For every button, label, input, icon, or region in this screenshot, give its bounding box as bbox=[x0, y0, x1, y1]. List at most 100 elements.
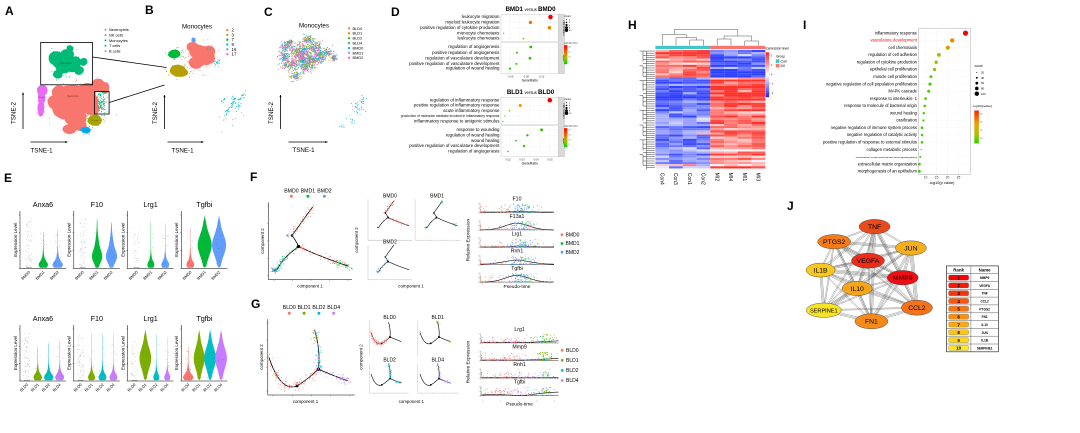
svg-text:BMD2: BMD2 bbox=[353, 55, 364, 60]
svg-text:Neutrophils: Neutrophils bbox=[67, 95, 79, 98]
svg-text:BMD2: BMD2 bbox=[317, 189, 332, 195]
svg-text:positive regulation of angioge: positive regulation of angiogenesis bbox=[432, 50, 500, 55]
svg-text:1: 1 bbox=[478, 203, 479, 205]
svg-text:Lrg1: Lrg1 bbox=[143, 314, 157, 323]
svg-text:0.02: 0.02 bbox=[505, 157, 511, 161]
svg-text:TSNE-1: TSNE-1 bbox=[293, 147, 316, 154]
svg-text:acute inflammatory response: acute inflammatory response bbox=[443, 108, 500, 113]
svg-text:Monocytes: Monocytes bbox=[182, 24, 212, 31]
svg-text:B cells: B cells bbox=[109, 48, 121, 53]
svg-text:0.06: 0.06 bbox=[508, 74, 514, 78]
svg-text:Tgfbi: Tgfbi bbox=[196, 314, 212, 323]
svg-text:Expression Level: Expression Level bbox=[13, 336, 18, 370]
svg-text:1: 1 bbox=[478, 243, 479, 245]
svg-text:inflammatory response to antig: inflammatory response to antigenic stimu… bbox=[414, 119, 500, 124]
svg-text:0.10: 0.10 bbox=[539, 74, 545, 78]
svg-text:C: C bbox=[264, 5, 273, 19]
svg-text:B: B bbox=[145, 3, 154, 17]
svg-text:T cells: T cells bbox=[109, 43, 120, 48]
svg-text:component 2: component 2 bbox=[354, 227, 359, 253]
svg-text:regulation of angiogenesis: regulation of angiogenesis bbox=[448, 149, 500, 154]
svg-text:F10: F10 bbox=[91, 200, 103, 209]
svg-text:TSNE-2: TSNE-2 bbox=[152, 101, 159, 124]
svg-text:TSNE-2: TSNE-2 bbox=[268, 101, 275, 124]
svg-text:A: A bbox=[5, 4, 14, 18]
svg-text:response to wounding: response to wounding bbox=[457, 127, 501, 132]
svg-text:BMD0: BMD0 bbox=[284, 189, 299, 195]
svg-text:regulation of wound healing: regulation of wound healing bbox=[446, 132, 500, 137]
svg-text:B cells: B cells bbox=[39, 97, 45, 99]
svg-text:1: 1 bbox=[478, 212, 479, 214]
svg-text:Anxa6: Anxa6 bbox=[33, 314, 53, 323]
svg-text:1: 1 bbox=[478, 238, 479, 240]
svg-text:T cells: T cells bbox=[83, 130, 89, 132]
svg-text:BLD1: BLD1 bbox=[507, 89, 524, 96]
svg-text:1: 1 bbox=[478, 230, 479, 232]
svg-text:0.05: 0.05 bbox=[547, 157, 553, 161]
svg-text:component 1: component 1 bbox=[297, 284, 323, 289]
svg-text:1: 1 bbox=[478, 247, 479, 249]
svg-text:regulation of vasculature deve: regulation of vasculature development bbox=[425, 55, 500, 60]
svg-text:count: count bbox=[565, 97, 572, 101]
svg-text:NK cells: NK cells bbox=[109, 33, 123, 38]
svg-text:Monocytes: Monocytes bbox=[299, 23, 329, 30]
svg-text:versus: versus bbox=[525, 90, 537, 95]
svg-text:monocyte chemotaxis: monocyte chemotaxis bbox=[457, 30, 500, 35]
svg-text:leukocyte migration: leukocyte migration bbox=[462, 14, 500, 19]
svg-text:F13a1: F13a1 bbox=[510, 214, 525, 220]
svg-text:regulation of angiogenesis: regulation of angiogenesis bbox=[448, 44, 500, 49]
svg-text:BMD0: BMD0 bbox=[383, 194, 397, 200]
svg-text:BMD1: BMD1 bbox=[430, 194, 444, 200]
svg-text:myeloid leukocyte migration: myeloid leukocyte migration bbox=[445, 20, 500, 25]
svg-text:positive regulation of vascula: positive regulation of vasculature devel… bbox=[409, 143, 500, 148]
svg-text:E: E bbox=[4, 171, 12, 185]
svg-text:TSNE-2: TSNE-2 bbox=[11, 101, 18, 124]
svg-text:Expression Level: Expression Level bbox=[120, 223, 125, 257]
svg-text:Lrg1: Lrg1 bbox=[512, 231, 522, 237]
svg-text:wound healing: wound healing bbox=[471, 138, 500, 143]
svg-text:-log10(pvalue): -log10(pvalue) bbox=[564, 126, 578, 128]
svg-text:17: 17 bbox=[232, 52, 237, 57]
svg-text:positive regulation of cytokin: positive regulation of cytokine producti… bbox=[420, 25, 500, 30]
svg-text:Lrg1: Lrg1 bbox=[143, 200, 157, 209]
svg-text:-log10(pvalue): -log10(pvalue) bbox=[564, 43, 578, 45]
svg-text:F10: F10 bbox=[513, 197, 522, 203]
svg-text:NK cells: NK cells bbox=[91, 120, 99, 122]
svg-text:component 1: component 1 bbox=[398, 284, 424, 289]
svg-text:count: count bbox=[565, 14, 572, 18]
svg-text:1: 1 bbox=[478, 256, 479, 258]
svg-text:Anxa6: Anxa6 bbox=[33, 200, 53, 209]
svg-text:Rnh1: Rnh1 bbox=[511, 249, 524, 255]
svg-text:Monocytes: Monocytes bbox=[109, 38, 128, 43]
svg-text:1: 1 bbox=[478, 221, 479, 223]
svg-text:BMD1: BMD1 bbox=[301, 189, 316, 195]
svg-text:1: 1 bbox=[478, 265, 479, 267]
svg-text:BMD0: BMD0 bbox=[538, 6, 556, 13]
svg-text:Neutrophils: Neutrophils bbox=[109, 27, 129, 32]
svg-text:1: 1 bbox=[478, 225, 479, 227]
svg-text:1: 1 bbox=[478, 208, 479, 210]
svg-text:Expression Level: Expression Level bbox=[67, 336, 72, 370]
svg-text:versus: versus bbox=[525, 7, 537, 12]
svg-text:TSNE-1: TSNE-1 bbox=[31, 148, 54, 155]
svg-text:Expression Level: Expression Level bbox=[174, 336, 179, 370]
svg-text:GeneRatio: GeneRatio bbox=[522, 161, 538, 165]
svg-text:BMD1: BMD1 bbox=[505, 6, 523, 13]
svg-text:regulation of wound healing: regulation of wound healing bbox=[446, 66, 500, 71]
svg-text:TSNE-1: TSNE-1 bbox=[172, 148, 195, 155]
svg-text:F: F bbox=[250, 170, 257, 184]
svg-text:leukocyte chemotaxis: leukocyte chemotaxis bbox=[458, 36, 501, 41]
svg-text:regulation of inflammatory res: regulation of inflammatory response bbox=[430, 97, 500, 102]
svg-text:F10: F10 bbox=[91, 314, 103, 323]
svg-text:Monocytes: Monocytes bbox=[60, 62, 72, 65]
svg-text:Expression Level: Expression Level bbox=[13, 223, 18, 257]
svg-text:BLD0: BLD0 bbox=[538, 89, 555, 96]
svg-text:Expression Level: Expression Level bbox=[120, 336, 125, 370]
svg-text:1: 1 bbox=[478, 260, 479, 262]
svg-text:D: D bbox=[391, 5, 400, 19]
svg-text:component 2: component 2 bbox=[260, 228, 265, 254]
svg-text:positive regulation of inflamm: positive regulation of inflammatory resp… bbox=[414, 103, 500, 108]
svg-text:Expression Level: Expression Level bbox=[174, 223, 179, 257]
svg-text:GeneRatio: GeneRatio bbox=[522, 78, 538, 82]
svg-text:Expression Level: Expression Level bbox=[67, 223, 72, 257]
